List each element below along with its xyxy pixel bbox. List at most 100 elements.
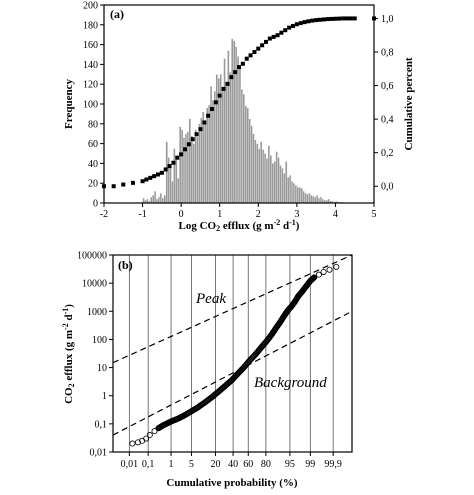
histogram-bar	[234, 46, 238, 204]
histogram-bar	[227, 50, 230, 204]
cumulative-point	[198, 127, 203, 132]
histogram-bar	[240, 89, 244, 204]
histogram-bar	[202, 111, 205, 204]
histogram-bar	[258, 148, 261, 204]
histogram-bar	[261, 149, 265, 204]
cumulative-point	[175, 155, 180, 160]
y-tick-label-b: 0,1	[95, 419, 108, 430]
x-tick-label-b: 80	[261, 459, 271, 470]
histogram-bar	[165, 141, 168, 204]
histogram-bar	[300, 187, 303, 204]
data-point	[310, 274, 317, 281]
data-point	[309, 275, 316, 282]
histogram-bar	[180, 129, 184, 204]
cumulative-point	[202, 120, 207, 125]
histogram-bar	[142, 197, 145, 204]
histogram-bar	[175, 155, 178, 204]
histogram-bars	[142, 38, 344, 204]
cumulative-point	[213, 100, 218, 105]
x-tick-label-b: 0,1	[142, 459, 155, 470]
y2-axis-title-a: Cumulative percent	[403, 57, 415, 150]
histogram-bar	[296, 187, 299, 204]
histogram-bar	[285, 161, 288, 204]
histogram-bar	[315, 194, 319, 204]
y-tick-label-b: 10	[97, 363, 107, 374]
data-point	[134, 439, 141, 446]
cumulative-point	[298, 21, 303, 26]
cumulative-point	[333, 16, 338, 21]
x-tick-label-a: 5	[372, 209, 377, 220]
histogram-bar	[163, 194, 166, 204]
x-axis-title-a: Log CO2 efflux (g m-2 d-1)	[179, 218, 300, 233]
y-tick-label-a: 160	[83, 40, 98, 51]
histogram-bar	[211, 99, 215, 204]
histogram-bar	[215, 74, 218, 204]
x-tick-label-a: -2	[100, 209, 108, 220]
histogram-bar	[188, 118, 191, 204]
y-tick-label-a: 140	[83, 60, 98, 71]
histogram-bar	[275, 151, 278, 204]
x-axis-b: 0,01 0,1 1 5 20 40 60 80 95 99 99,9	[121, 452, 342, 470]
histogram-bar	[314, 196, 317, 204]
cumulative-curve	[102, 16, 376, 189]
histogram-bar	[209, 86, 213, 204]
x-tick-label-b: 99	[305, 459, 315, 470]
y-tick-label-b: 1000	[87, 307, 107, 318]
histogram-bar	[279, 165, 282, 204]
y2-tick-label-a: 0,8	[381, 47, 394, 58]
cumulative-point	[271, 34, 276, 39]
histogram-bar	[267, 145, 271, 204]
histogram-bar	[290, 181, 294, 204]
histogram-bar	[207, 104, 211, 204]
histogram-bar	[250, 125, 253, 204]
data-point	[315, 271, 322, 278]
cumulative-point	[325, 17, 330, 22]
cumulative-point	[171, 160, 176, 165]
data-point	[309, 276, 316, 283]
cumulative-point	[318, 17, 322, 22]
y-tick-label-a: 20	[88, 179, 98, 190]
histogram-bar	[312, 195, 315, 204]
x-tick-label-b: 0,01	[121, 459, 139, 470]
cumulative-point	[190, 137, 195, 142]
histogram-bar	[196, 136, 199, 204]
histogram-bar	[265, 158, 269, 204]
plot-frame-b	[112, 254, 353, 453]
x-tick-label-b: 1	[169, 459, 174, 470]
data-point	[326, 266, 333, 273]
histogram-bar	[159, 192, 163, 204]
y-axis-title-a: Frequency	[63, 79, 75, 129]
histogram-bar	[317, 197, 321, 204]
histogram-bar	[179, 126, 182, 204]
cumulative-point	[248, 53, 253, 58]
histogram-bar	[281, 168, 284, 204]
histogram-bar	[236, 56, 240, 204]
y2-tick-label-a: 0,6	[381, 81, 394, 92]
cumulative-point	[279, 30, 284, 35]
y2-tick-label-a: 1,0	[381, 14, 394, 25]
histogram-bar	[219, 74, 222, 204]
x-tick-label-a: 3	[294, 209, 299, 220]
x-tick-label-a: 4	[333, 209, 338, 220]
histogram-bar	[269, 155, 272, 204]
y2-tick-label-a: 0,4	[381, 115, 394, 126]
cumulative-point	[159, 170, 164, 175]
x-tick-label-a: 0	[179, 209, 184, 220]
cumulative-point	[210, 107, 214, 112]
histogram-bar	[310, 194, 313, 204]
cumulative-point	[163, 167, 168, 172]
annotation-peak: Peak	[195, 291, 226, 307]
panel-label-b: (b)	[118, 258, 133, 272]
x-tick-label-b: 95	[285, 459, 295, 470]
histogram-bar	[221, 87, 224, 204]
histogram-bar	[229, 72, 232, 204]
cumulative-point	[252, 49, 257, 54]
cumulative-point	[237, 65, 241, 70]
y-tick-label-a: 200	[83, 1, 98, 12]
panel-label-a: (a)	[110, 7, 124, 21]
cumulative-point	[341, 16, 346, 21]
data-point	[311, 274, 318, 281]
histogram-bar	[302, 190, 305, 204]
data-point	[310, 275, 317, 282]
